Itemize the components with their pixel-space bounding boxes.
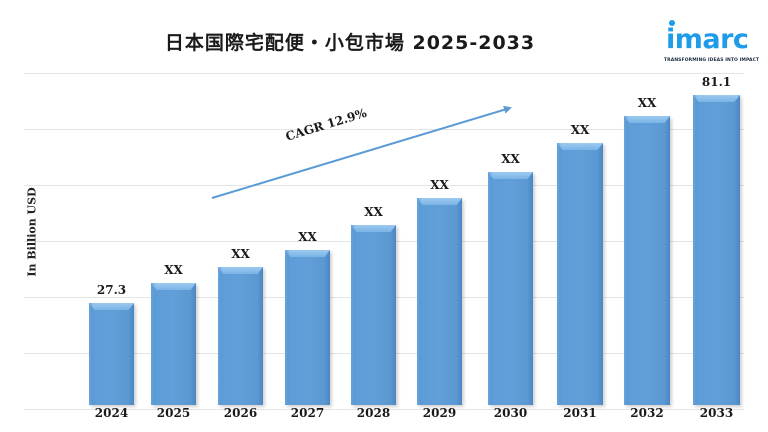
bar-2027 <box>285 250 330 405</box>
bar-2031 <box>557 143 603 405</box>
x-axis-tick-label: 2031 <box>563 406 597 420</box>
bar-shade <box>417 198 422 405</box>
bar-bevel <box>218 267 263 274</box>
bar-value-label: XX <box>637 96 657 110</box>
bar-shade <box>285 250 290 405</box>
bar-bevel <box>557 143 603 150</box>
bar-2029 <box>417 198 462 405</box>
y-axis-label: In Billion USD <box>25 187 39 277</box>
bar-2025 <box>151 283 196 405</box>
logo-dot-icon <box>669 20 675 26</box>
bar-value-label: XX <box>298 230 317 244</box>
bar-value-label: 81.1 <box>701 75 732 89</box>
bar-bevel <box>89 303 134 310</box>
bar-shade <box>351 225 356 405</box>
x-axis-tick-label: 2028 <box>356 406 391 420</box>
bar-value-label: XX <box>570 123 590 137</box>
x-axis-tick-label: 2029 <box>422 406 457 420</box>
x-axis-tick-label: 2024 <box>94 406 129 420</box>
imarc-logo: imarc TRANSFORMING IDEAS INTO IMPACT <box>664 18 760 64</box>
bar-shade <box>218 267 223 405</box>
cagr-label: CAGR 12.9% <box>283 105 369 144</box>
bar-2032 <box>624 116 670 405</box>
bar-shade <box>624 116 629 405</box>
x-axis-tick-label: 2032 <box>630 406 664 420</box>
bar-bevel <box>693 95 740 102</box>
bar-bevel <box>285 250 330 257</box>
bar-2028 <box>351 225 396 405</box>
logo-tagline: TRANSFORMING IDEAS INTO IMPACT <box>664 58 760 63</box>
bar-shade <box>488 172 493 405</box>
bar-bevel <box>417 198 462 205</box>
bar-bevel <box>624 116 670 123</box>
bar-bevel <box>488 172 533 179</box>
bar-bevel <box>351 225 396 232</box>
bar-value-label: 27.3 <box>96 283 127 297</box>
bar-shade <box>89 303 94 405</box>
bar-value-label: XX <box>164 263 183 277</box>
bar-value-label: XX <box>501 152 520 166</box>
bar-value-label: XX <box>430 178 449 192</box>
bar-2030 <box>488 172 533 405</box>
x-axis-tick-label: 2033 <box>699 406 734 420</box>
logo-wordmark: imarc <box>666 24 749 55</box>
gridline <box>24 73 744 74</box>
bar-shade <box>693 95 698 405</box>
chart-title: 日本国際宅配便・小包市場 2025-2033 <box>164 32 536 54</box>
bar-bevel <box>151 283 196 290</box>
x-axis-tick-label: 2026 <box>223 406 258 420</box>
bar-value-label: XX <box>364 205 383 219</box>
x-axis-tick-label: 2025 <box>156 406 191 420</box>
baseline <box>24 409 744 410</box>
x-axis-tick-label: 2030 <box>493 406 528 420</box>
bar-2024 <box>89 303 134 405</box>
bar-shade <box>151 283 156 405</box>
x-axis-tick-label: 2027 <box>290 406 325 420</box>
bar-shade <box>557 143 562 405</box>
bar-2033 <box>693 95 740 405</box>
bar-2026 <box>218 267 263 405</box>
bar-value-label: XX <box>231 247 250 261</box>
